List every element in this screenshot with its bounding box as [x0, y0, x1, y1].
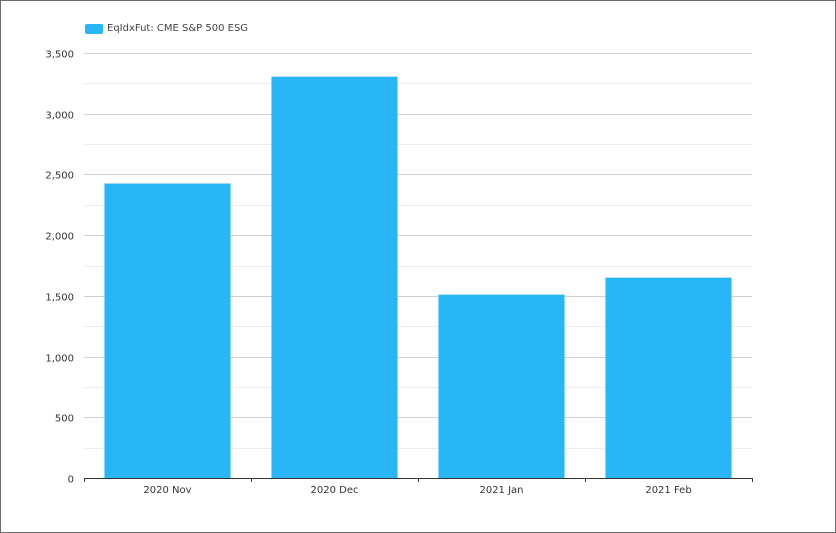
y-tick-label: 0 — [68, 475, 74, 486]
x-tick-label: 2021 Feb — [645, 485, 691, 496]
legend: EqIdxFut: CME S&P 500 ESG — [85, 22, 248, 36]
y-tick-label: 3,500 — [45, 50, 74, 61]
y-tick-label: 1,000 — [45, 354, 74, 365]
x-tick-label: 2020 Dec — [311, 485, 359, 496]
y-tick-label: 500 — [55, 414, 74, 425]
y-tick-label: 3,000 — [45, 111, 74, 122]
legend-swatch — [85, 24, 103, 34]
bars — [104, 76, 732, 479]
bar[interactable] — [438, 294, 565, 478]
y-tick-labels: 0 500 1,000 1,500 2,000 2,500 3,000 3,500 — [45, 50, 74, 486]
y-tick-label: 2,500 — [45, 171, 74, 182]
legend-label: EqIdxFut: CME S&P 500 ESG — [107, 23, 249, 34]
bar[interactable] — [104, 183, 231, 479]
x-tick-label: 2020 Nov — [143, 485, 191, 496]
x-tick-labels: 2020 Nov 2020 Dec 2021 Jan 2021 Feb — [143, 485, 691, 496]
bar[interactable] — [271, 76, 398, 478]
bar[interactable] — [605, 277, 732, 478]
x-tick-label: 2021 Jan — [479, 485, 523, 496]
axes — [84, 478, 753, 482]
y-tick-label: 1,500 — [45, 293, 74, 304]
y-tick-label: 2,000 — [45, 232, 74, 243]
